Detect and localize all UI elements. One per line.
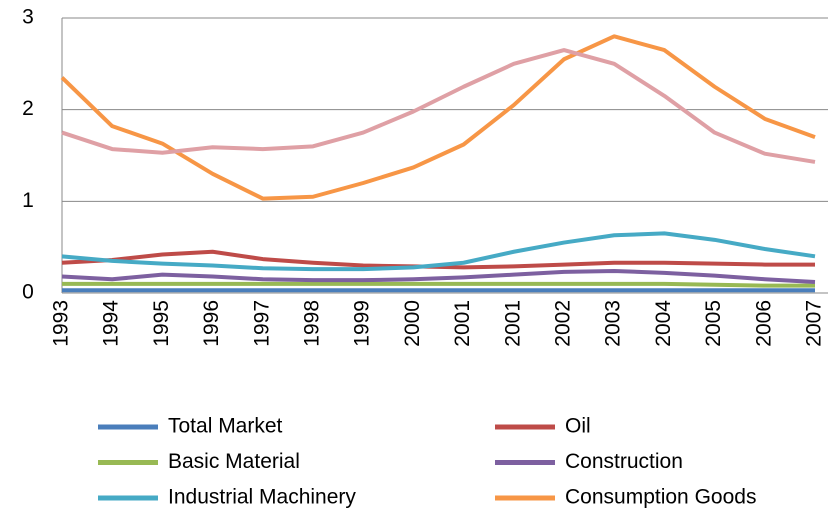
- x-tick-label: 2001: [451, 300, 474, 347]
- x-tick-label: 2000: [401, 300, 424, 347]
- x-tick-label: 1994: [100, 300, 123, 347]
- series-line: [62, 281, 815, 288]
- x-tick-label: 1998: [301, 300, 324, 347]
- series-line: [61, 48, 816, 164]
- x-tick-label: 1997: [250, 300, 273, 347]
- legend-label: Consumption Goods: [565, 486, 756, 509]
- legend-label: Industrial Machinery: [168, 486, 356, 509]
- legend-label: Oil: [565, 415, 591, 438]
- x-tick-label: 2002: [552, 300, 575, 347]
- x-tick-label: 2003: [602, 300, 625, 347]
- x-tick-label: 2007: [803, 300, 826, 347]
- x-tick-label: 1995: [150, 300, 173, 347]
- x-tick-label: 2006: [752, 300, 775, 347]
- x-tick-label: 1999: [351, 300, 374, 347]
- legend-label: Construction: [565, 450, 683, 473]
- series-line: [61, 231, 816, 272]
- series-line: [60, 34, 816, 201]
- y-tick-label: 2: [22, 97, 34, 120]
- legend-label: Total Market: [168, 415, 283, 438]
- x-tick-label: 2001: [501, 300, 524, 347]
- x-tick-label: 1993: [50, 300, 73, 347]
- y-tick-label: 1: [22, 189, 34, 212]
- series-line: [61, 269, 816, 284]
- y-tick-label: 3: [22, 6, 34, 29]
- x-tick-label: 2004: [652, 300, 675, 347]
- x-tick-label: 2005: [702, 300, 725, 347]
- y-tick-label: 0: [22, 281, 34, 304]
- legend-label: Basic Material: [168, 450, 300, 473]
- x-tick-label: 1996: [200, 300, 223, 347]
